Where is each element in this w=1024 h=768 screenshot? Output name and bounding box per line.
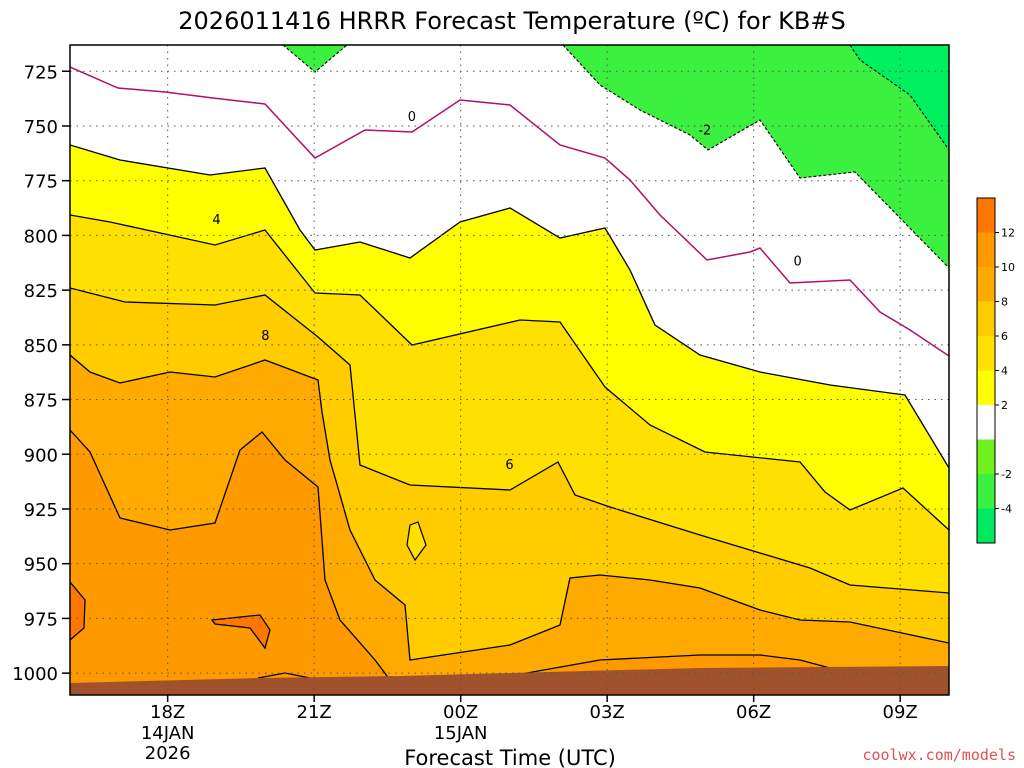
credit-text[interactable]: coolwx.com/models [862,746,1016,764]
contour-minus4 [849,45,949,151]
x-tick-label: 06Z [736,702,771,723]
chart-title: 2026011416 HRRR Forecast Temperature (ºC… [178,7,845,35]
axes: 725750775800825850875900925950975100018Z… [12,62,918,764]
x-tick-sublabel: 14JAN [141,723,195,744]
contour-4 [70,214,949,531]
legend-label: 2 [1001,399,1008,412]
contour-lines [70,144,949,681]
freezing-line [70,66,949,357]
legend-swatch [977,405,995,440]
contour-6 [70,287,949,594]
contour-minus2-top [282,45,348,73]
contour-label: 8 [261,329,269,344]
contour-label: -2 [698,123,711,138]
y-tick-label: 725 [24,62,58,83]
legend-label: 10 [1001,261,1015,274]
y-tick-label: 975 [24,609,58,630]
x-tick-sublabel: 15JAN [434,723,488,744]
contour-2 [70,144,949,469]
legend-label: -4 [1001,503,1012,516]
region-10-to-12 [70,430,390,690]
contour-12-small [210,614,271,650]
y-tick-label: 800 [24,226,58,247]
legend-swatch [977,198,995,233]
y-tick-label: 900 [24,445,58,466]
y-tick-label: 850 [24,336,58,357]
contour-label: 6 [505,458,513,473]
legend-swatch [977,267,995,302]
plot-area [70,45,949,695]
y-tick-label: 925 [24,500,58,521]
contour-8 [70,354,949,661]
contour-label: 0 [408,110,416,125]
x-tick-label: 09Z [883,702,918,723]
contour-label: 0 [793,255,801,270]
y-tick-label: 750 [24,117,58,138]
legend-swatch [977,439,995,474]
legend-swatch [977,301,995,336]
x-axis-label: Forecast Time (UTC) [404,746,616,768]
x-tick-sublabel: 2026 [145,743,191,764]
legend-swatch [977,370,995,405]
contour-10-lower [509,654,831,677]
legend-label: 4 [1001,365,1008,378]
legend-label: 12 [1001,227,1015,240]
y-tick-label: 950 [24,555,58,576]
plot-frame [69,44,950,696]
ground [70,666,949,695]
region-below-minus2 [563,45,949,268]
negative-contours [282,45,949,269]
legend-swatch [977,508,995,543]
contour-minus2 [562,45,949,269]
legend-swatch [977,232,995,267]
legend-swatch [977,336,995,371]
region-below-minus4 [850,45,949,150]
contour-labels: 0 0 -2 4 8 6 [212,110,801,473]
legend-label: -2 [1001,468,1012,481]
contour-12-left [70,581,86,641]
y-tick-label: 825 [24,281,58,302]
y-tick-label: 775 [24,172,58,193]
contour-label: 4 [212,213,220,228]
grid-lines [70,45,949,695]
region-above-12-small [212,615,270,648]
legend-swatch [977,474,995,509]
region-island [406,521,427,562]
y-tick-label: 1000 [12,664,58,685]
x-tick-label: 03Z [590,702,625,723]
region-top-notch [283,45,347,72]
legend-label: 8 [1001,296,1008,309]
x-tick-label: 21Z [297,702,332,723]
y-tick-label: 875 [24,391,58,412]
x-tick-label: 18Z [150,702,185,723]
x-tick-label: 00Z [443,702,478,723]
legend-label: 6 [1001,330,1008,343]
contour-10 [70,429,391,681]
color-legend: -4 -2 2 4 6 8 10 12 [976,197,1015,544]
